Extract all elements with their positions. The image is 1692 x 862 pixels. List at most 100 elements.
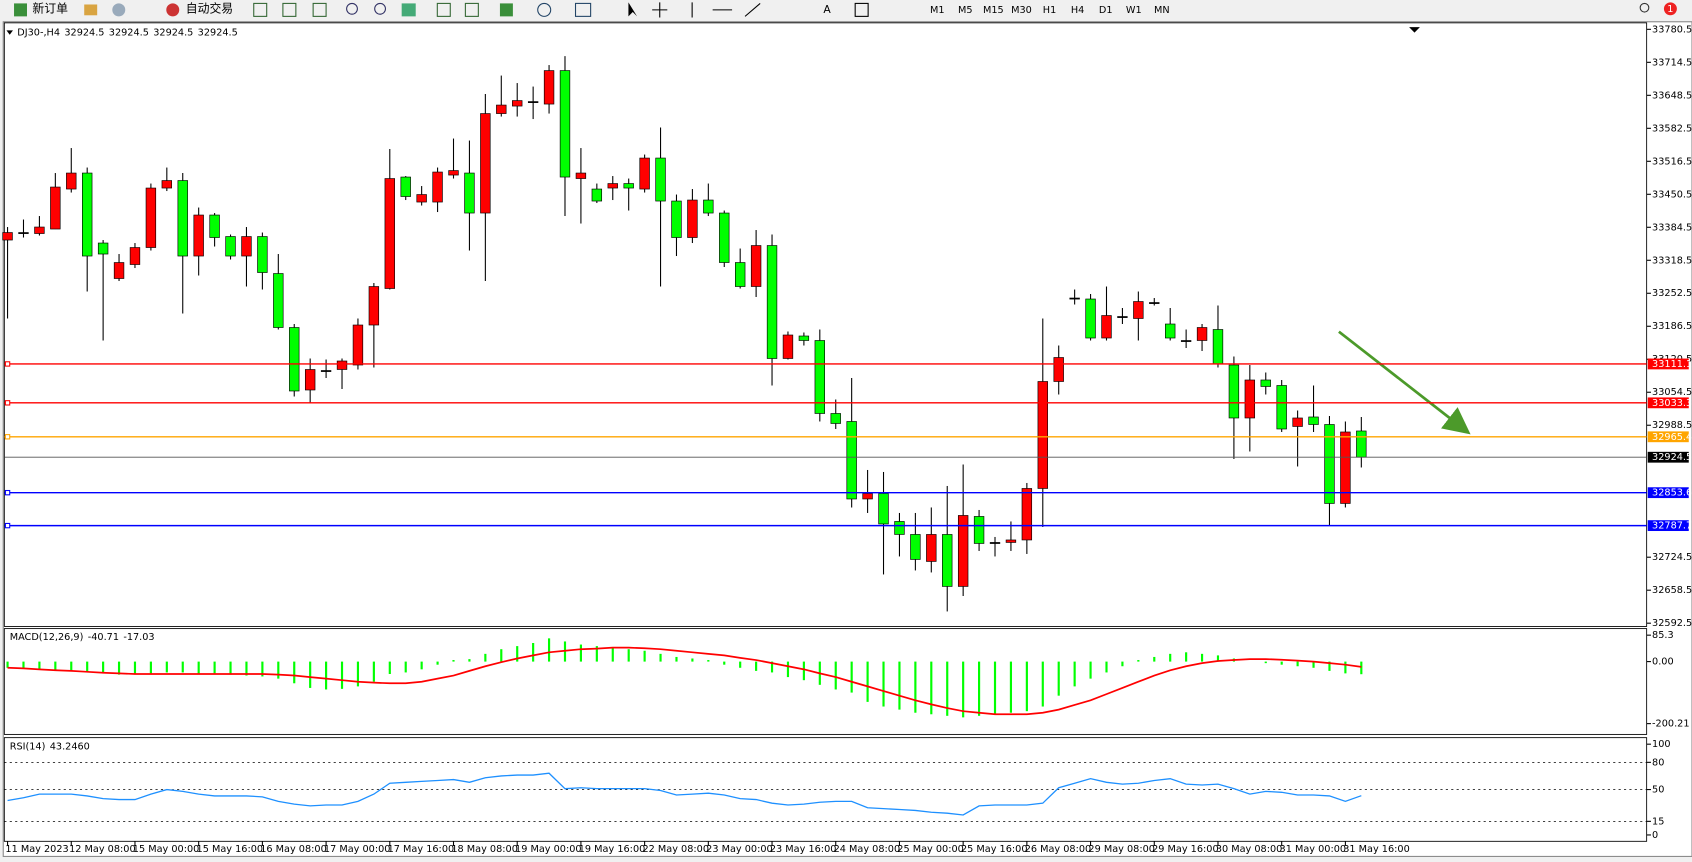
period-icon[interactable]: [537, 2, 552, 17]
candle-body: [193, 214, 204, 257]
macd-bar: [643, 650, 646, 662]
tile-icon[interactable]: [401, 3, 416, 17]
macd-bar: [388, 661, 391, 674]
candle-body: [1260, 379, 1271, 387]
indicator-icon[interactable]: [499, 3, 513, 17]
auto-trading-icon[interactable]: [166, 3, 180, 17]
tool-icon[interactable]: [84, 4, 98, 16]
macd-bar: [516, 646, 519, 662]
candle-body: [1149, 302, 1160, 304]
level-handle: [4, 522, 11, 529]
macd-bar: [659, 653, 662, 662]
macd-bar: [149, 661, 152, 674]
quote: 32924.5: [198, 28, 238, 39]
zoom-out[interactable]: [374, 2, 387, 15]
new-order-icon[interactable]: [14, 3, 27, 17]
candle-body: [257, 236, 268, 273]
macd-bar: [1025, 661, 1028, 712]
current-price-label: 32924.5: [1652, 452, 1692, 463]
candle-body: [719, 212, 730, 263]
quote: 32924.5: [153, 28, 193, 39]
candle-body: [480, 113, 491, 214]
timeframe[interactable]: W1: [1126, 5, 1142, 16]
toolbar-bg: [0, 0, 1692, 20]
macd-bar: [420, 661, 423, 670]
label-icon[interactable]: [854, 2, 869, 17]
text-icon[interactable]: A: [823, 3, 831, 16]
crosshair-icon[interactable]: [652, 2, 668, 18]
timeframe[interactable]: M30: [1011, 5, 1032, 16]
tool-icon[interactable]: [464, 2, 479, 17]
macd-bar: [54, 661, 57, 671]
candle-body: [989, 542, 1001, 544]
candle-body: [878, 493, 889, 525]
level-label: 33111.1: [1652, 359, 1692, 370]
cursor-icon[interactable]: [628, 2, 638, 17]
tool-icon[interactable]: [112, 3, 126, 17]
level-tag: [1647, 520, 1689, 532]
macd-bar: [372, 661, 375, 682]
macd-bar: [133, 661, 137, 674]
level-tag: [1647, 397, 1689, 409]
y-tick-label: 33384.5: [1652, 222, 1692, 233]
macd-bar: [1073, 661, 1076, 687]
macd-pane: [3, 628, 1648, 735]
candle-body: [1340, 431, 1351, 504]
candle-body: [1196, 327, 1208, 341]
symbol-menu[interactable]: [6, 30, 13, 35]
candle-body: [82, 172, 93, 257]
auto-trading[interactable]: 自动交易: [186, 1, 233, 15]
level-tag: [1647, 358, 1689, 370]
tool-icon[interactable]: [312, 2, 327, 17]
x-tick-label: 17 May 16:00: [388, 844, 455, 855]
candle-body: [766, 245, 778, 359]
candle-body: [1212, 329, 1224, 365]
macd-bar: [739, 661, 742, 668]
template-icon[interactable]: [574, 2, 592, 17]
candle-body: [926, 534, 937, 562]
notification-badge[interactable]: [1663, 2, 1677, 16]
candle-body: [161, 180, 173, 189]
candle-body: [957, 515, 969, 587]
tool-icon[interactable]: [253, 2, 268, 17]
level-label: 32965.4: [1652, 432, 1692, 443]
macd-bar: [691, 658, 694, 662]
candle-body: [145, 187, 157, 248]
tool-icon[interactable]: [436, 2, 451, 17]
notification-count[interactable]: 1: [1667, 4, 1673, 15]
macd-header: MACD(12,26,9) -40.71 -17.03: [10, 632, 155, 643]
candle-body: [1308, 416, 1319, 425]
candle-body: [1276, 385, 1287, 430]
macd-bar: [484, 653, 487, 662]
macd-bar: [1200, 653, 1204, 662]
line-tools[interactable]: [691, 2, 761, 18]
macd-bar: [277, 661, 280, 679]
macd-bar: [1153, 656, 1156, 662]
timeframe[interactable]: MN: [1154, 5, 1170, 16]
macd-bar: [882, 661, 885, 707]
tool-icon[interactable]: [282, 2, 297, 17]
macd-bar: [309, 661, 312, 688]
rsi-line: [7, 772, 1362, 816]
zoom-in[interactable]: [346, 2, 358, 15]
macd-bar: [1296, 661, 1299, 667]
y-tick-label: 0: [1652, 830, 1658, 841]
search-icon[interactable]: [1639, 2, 1650, 13]
timeframe[interactable]: H4: [1071, 5, 1084, 16]
candle-body: [687, 199, 698, 238]
y-tick-label: 32988.5: [1652, 420, 1692, 431]
timeframe[interactable]: D1: [1099, 5, 1113, 16]
timeframe[interactable]: M15: [983, 5, 1004, 16]
timeframe[interactable]: M1: [930, 5, 945, 16]
macd-bar: [325, 661, 328, 690]
new-order[interactable]: 新订单: [32, 1, 68, 15]
candle-body: [336, 360, 348, 370]
x-tick-label: 30 May 08:00: [1216, 844, 1283, 855]
macd-bar: [978, 661, 981, 716]
macd-bar: [755, 661, 758, 671]
level-handle: [4, 361, 11, 367]
x-tick-label: 11 May 2023: [5, 844, 68, 855]
timeframe[interactable]: M5: [958, 5, 973, 16]
candle-body: [273, 273, 284, 328]
timeframe[interactable]: H1: [1043, 5, 1056, 16]
